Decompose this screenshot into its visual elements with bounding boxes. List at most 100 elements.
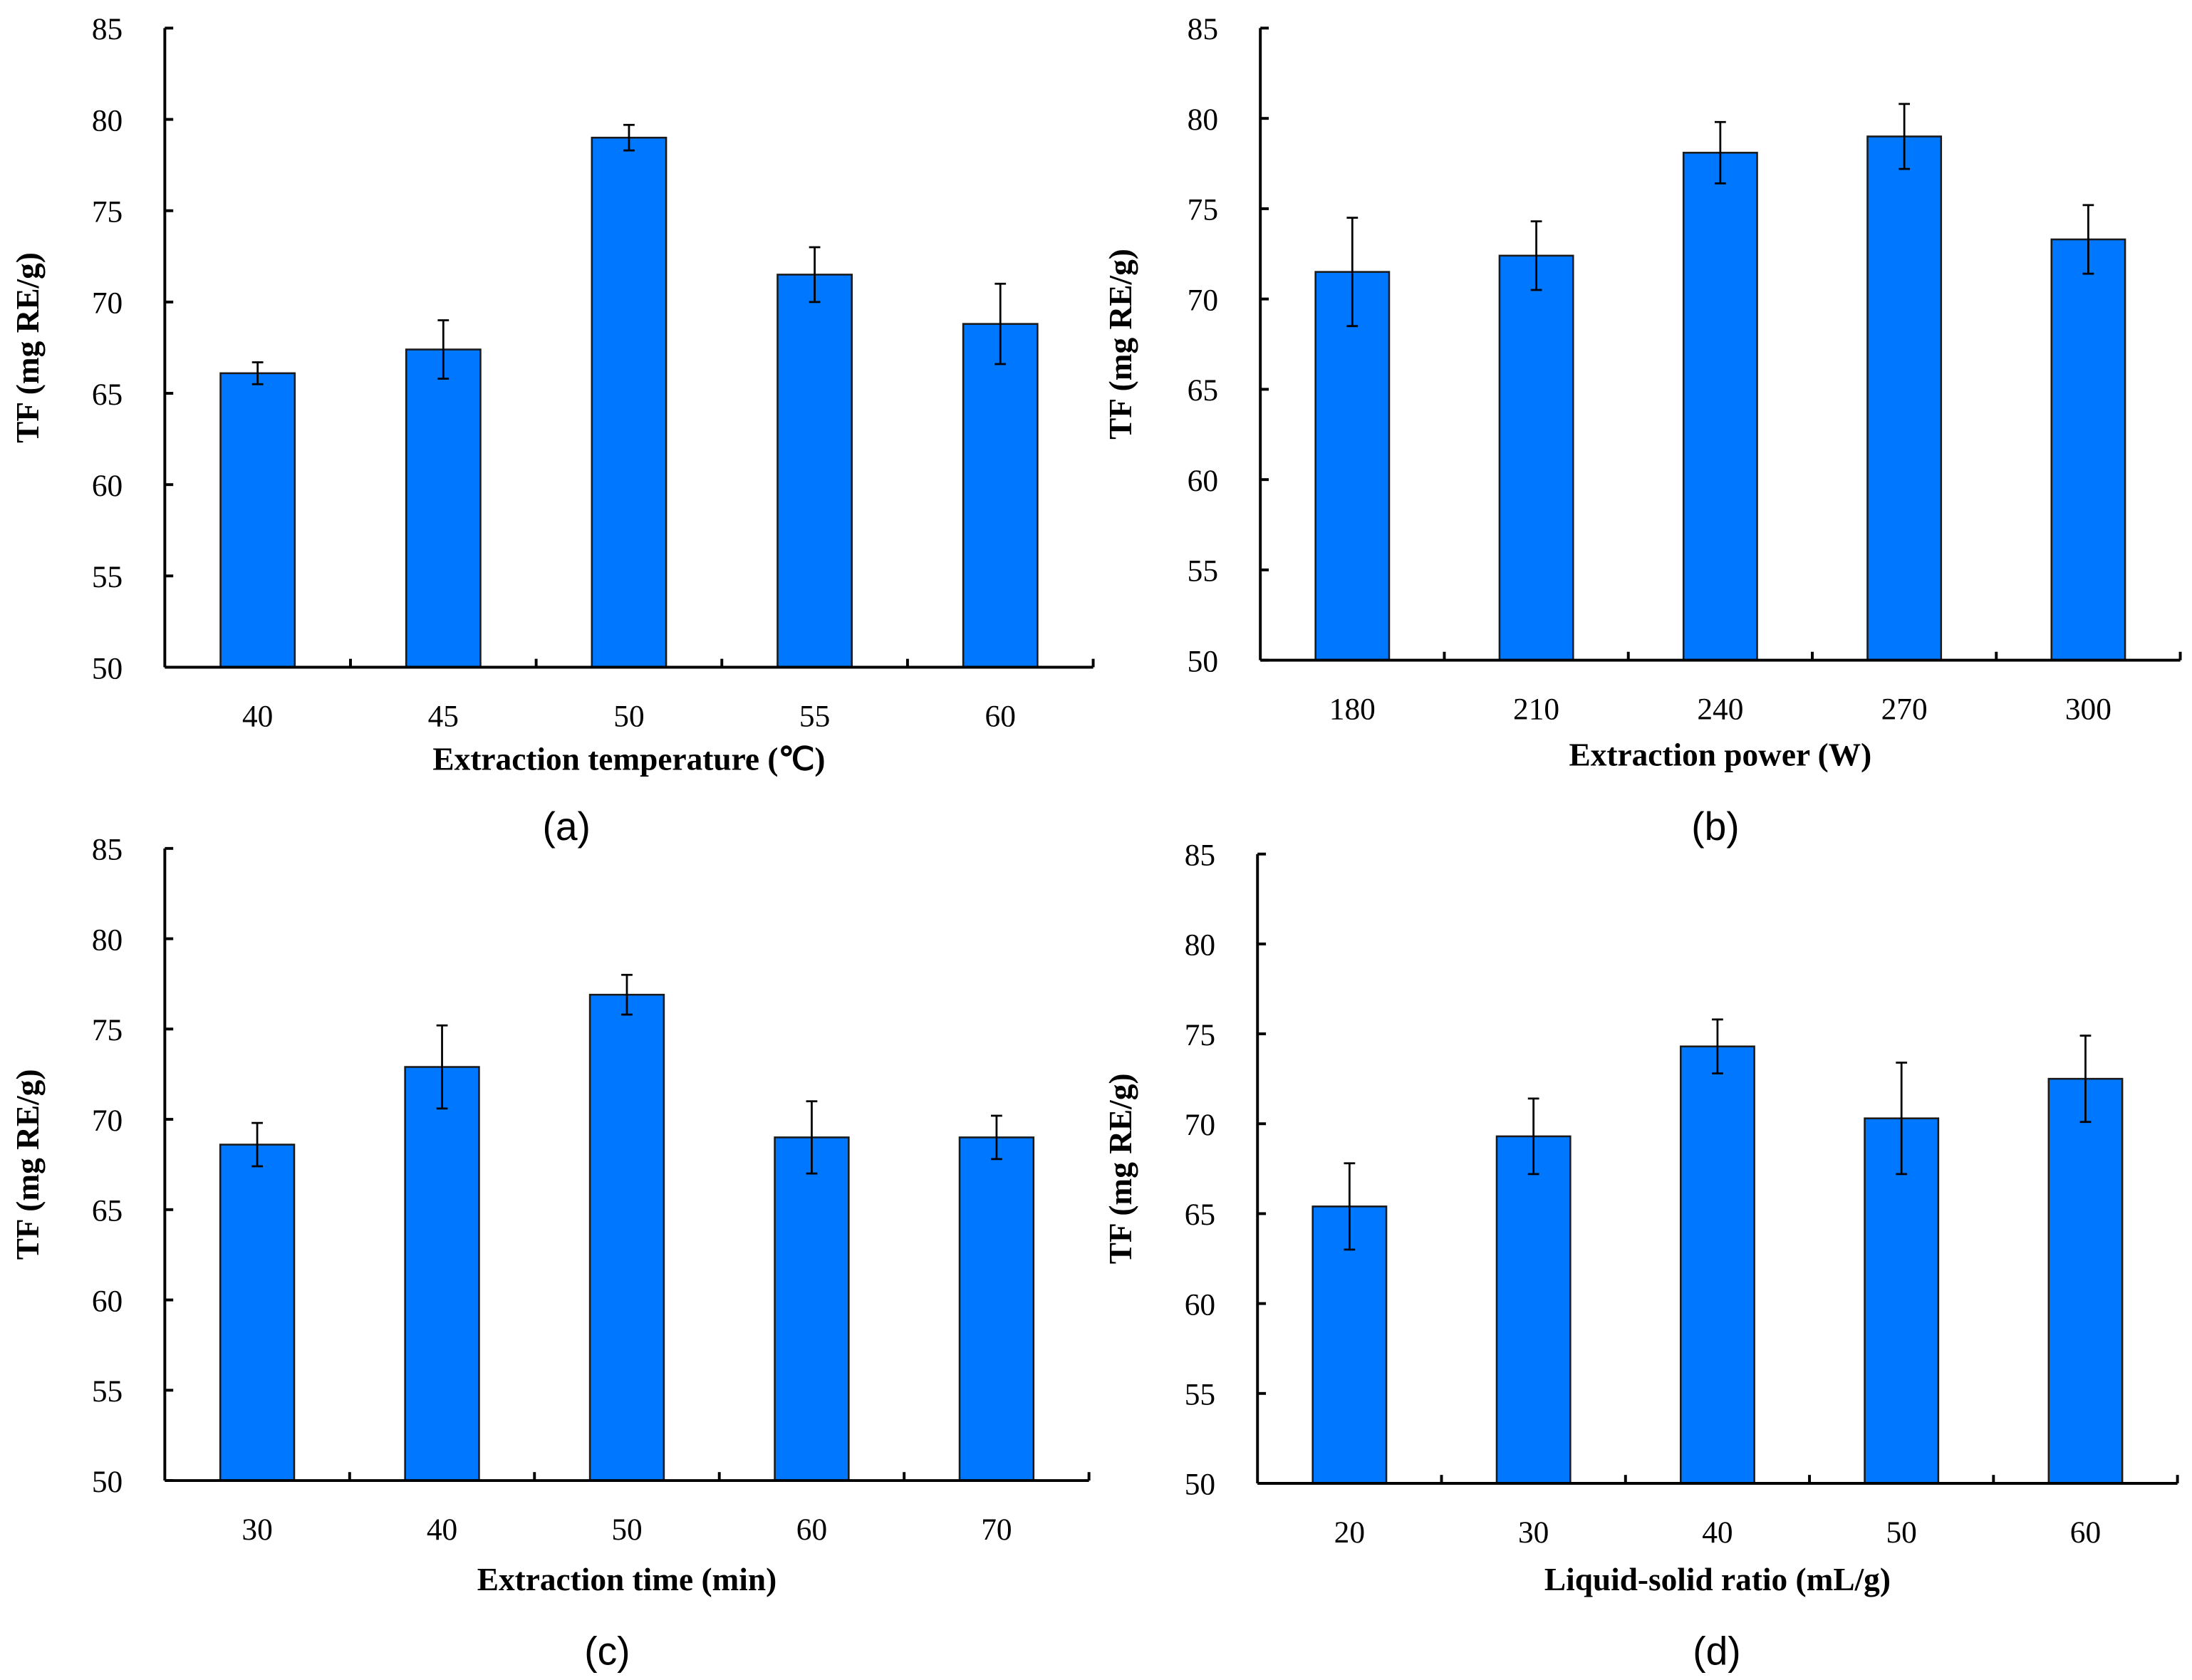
bar <box>962 323 1039 668</box>
y-axis-label: TF (mg RE/g) <box>10 1069 46 1260</box>
x-tick-label: 40 <box>242 699 273 733</box>
error-bar <box>994 282 1007 365</box>
error-bar <box>1527 1097 1539 1176</box>
panel-caption: (a) <box>542 804 590 849</box>
bar <box>1314 271 1391 661</box>
bar <box>1498 254 1574 661</box>
x-axis-label: Extraction temperature (℃) <box>432 741 825 777</box>
error-bar <box>621 973 633 1016</box>
x-tick-label: 180 <box>1329 692 1376 726</box>
y-tick-label: 65 <box>92 378 123 412</box>
bar <box>1864 1117 1940 1485</box>
error-bar <box>436 1024 448 1110</box>
y-tick-label: 60 <box>92 469 123 503</box>
x-tick-label: 60 <box>796 1513 827 1547</box>
error-bar <box>1530 220 1542 291</box>
y-tick-label: 80 <box>1185 928 1215 963</box>
x-tick-label: 50 <box>1886 1515 1917 1550</box>
y-tick-label: 50 <box>92 1465 123 1499</box>
y-tick-label: 85 <box>92 12 123 46</box>
x-tick-label: 240 <box>1697 692 1743 726</box>
bar <box>958 1136 1035 1482</box>
bar <box>588 993 665 1482</box>
y-tick-label: 70 <box>1185 1108 1215 1142</box>
y-tick-label: 50 <box>92 651 123 685</box>
y-tick-label: 60 <box>92 1284 123 1318</box>
y-tick-label: 75 <box>92 1013 123 1047</box>
x-tick-label: 45 <box>428 699 459 733</box>
bar <box>1866 135 1943 661</box>
error-bar <box>1714 120 1726 185</box>
x-tick-label: 270 <box>1881 692 1928 726</box>
error-bar <box>437 319 450 380</box>
x-tick-label: 30 <box>1518 1515 1549 1550</box>
bar <box>2047 1077 2124 1485</box>
panel-caption: (b) <box>1691 804 1739 849</box>
bar <box>219 1144 296 1482</box>
y-tick-label: 60 <box>1185 1287 1215 1322</box>
chart-panel-a: 40 45 50 55 60 50 55 60 65 70 75 80 85 TF (mg RE/g) Ex… <box>10 12 1095 849</box>
x-tick-label: 40 <box>1702 1515 1733 1550</box>
error-bar <box>2082 204 2094 275</box>
error-bar <box>1712 1018 1723 1074</box>
x-axis-label: Extraction power (W) <box>1569 737 1872 773</box>
error-bar <box>2079 1035 2092 1124</box>
bar <box>1495 1135 1572 1485</box>
x-tick-label: 30 <box>241 1513 272 1547</box>
error-bar <box>1896 1062 1908 1176</box>
x-axis-label: Liquid-solid ratio (mL/g) <box>1544 1562 1891 1597</box>
error-bar <box>809 246 821 304</box>
x-tick-label: 20 <box>1334 1515 1365 1550</box>
chart-panel-b: 180 210 240 270 300 50 55 60 65 70 75 80 85 TF (mg RE… <box>1103 12 2182 849</box>
bar <box>776 274 853 668</box>
chart-panel-d: 20 30 40 50 60 50 55 60 65 70 75 80 85 TF (mg RE/g) Li… <box>1103 838 2179 1673</box>
bar <box>1311 1205 1388 1485</box>
bar <box>2050 238 2126 661</box>
y-tick-label: 65 <box>1185 1198 1215 1232</box>
x-tick-label: 60 <box>2070 1515 2101 1550</box>
y-tick-label: 70 <box>92 286 123 321</box>
y-tick-label: 85 <box>92 833 123 867</box>
y-tick-label: 55 <box>92 560 123 594</box>
error-bar <box>806 1100 818 1175</box>
y-tick-label: 75 <box>1188 193 1218 227</box>
x-tick-label: 55 <box>799 699 830 733</box>
error-bar <box>623 123 635 152</box>
y-tick-label: 75 <box>92 195 123 229</box>
y-tick-label: 65 <box>92 1194 123 1228</box>
y-tick-label: 80 <box>1188 103 1218 137</box>
y-tick-label: 50 <box>1188 644 1218 678</box>
x-tick-label: 70 <box>981 1513 1012 1547</box>
error-bar <box>251 361 264 385</box>
panel-caption: (c) <box>584 1629 630 1673</box>
bar <box>591 136 668 668</box>
x-tick-label: 50 <box>613 699 644 733</box>
error-bar <box>1898 103 1911 170</box>
bar <box>774 1136 850 1482</box>
y-tick-label: 50 <box>1185 1468 1215 1502</box>
y-axis-label: TF (mg RE/g) <box>10 252 46 443</box>
error-bar <box>1344 1162 1356 1251</box>
panel-caption: (d) <box>1693 1629 1740 1673</box>
y-tick-label: 75 <box>1185 1018 1215 1052</box>
y-tick-label: 55 <box>1188 554 1218 588</box>
y-tick-label: 85 <box>1185 838 1215 872</box>
y-tick-label: 85 <box>1188 12 1218 46</box>
y-tick-label: 70 <box>92 1104 123 1138</box>
error-bar <box>1346 217 1359 328</box>
y-axis-label: TF (mg RE/g) <box>1103 249 1138 440</box>
y-tick-label: 80 <box>92 923 123 957</box>
y-tick-label: 60 <box>1188 464 1218 498</box>
x-tick-label: 300 <box>2065 692 2112 726</box>
y-tick-label: 80 <box>92 103 123 138</box>
x-tick-label: 50 <box>611 1513 642 1547</box>
y-tick-label: 55 <box>92 1374 123 1409</box>
bar <box>405 348 482 668</box>
bar <box>1679 1045 1755 1485</box>
x-tick-label: 60 <box>985 699 1016 733</box>
bar <box>219 372 296 668</box>
bar <box>1682 152 1758 661</box>
bar <box>404 1066 480 1482</box>
x-tick-label: 210 <box>1513 692 1559 726</box>
